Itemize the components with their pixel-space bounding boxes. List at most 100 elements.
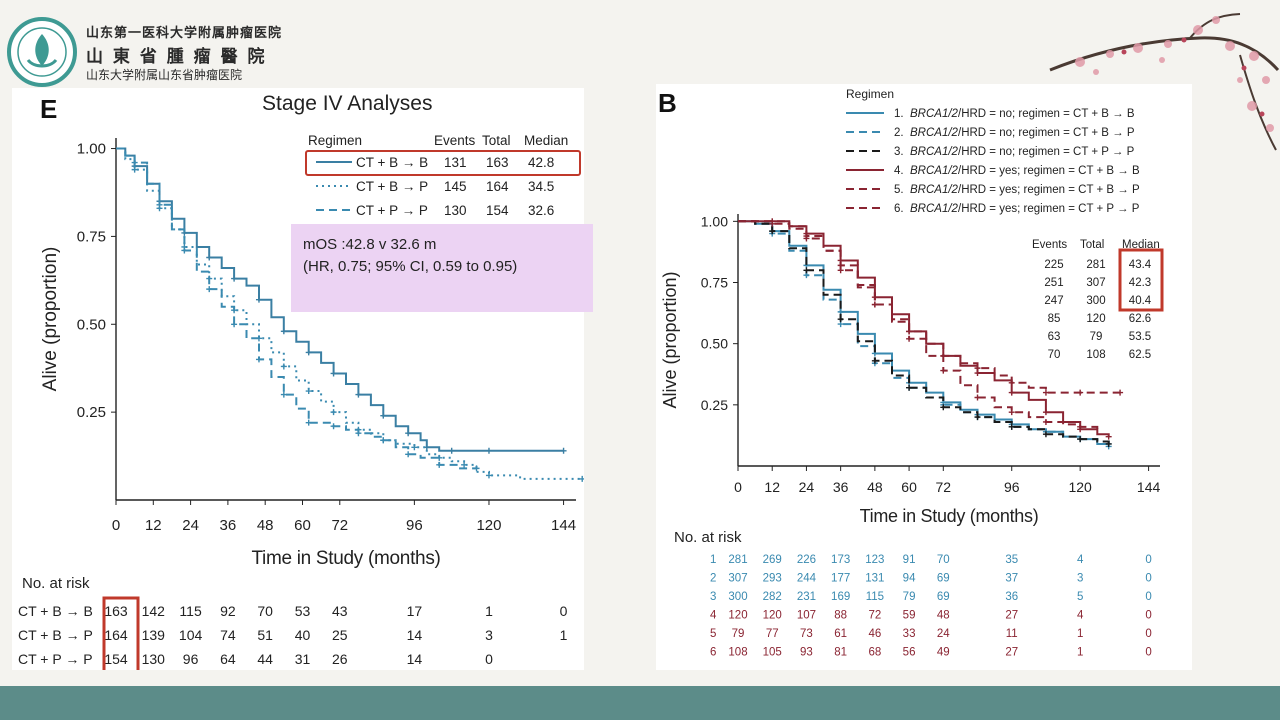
b-censor-mark xyxy=(1077,423,1084,430)
legend-b-number-2: 2. xyxy=(894,127,904,139)
at-risk-e-value: 17 xyxy=(407,603,423,619)
e-censor-mark xyxy=(206,254,213,261)
at-risk-b-value: 61 xyxy=(834,628,847,640)
legend-b-gene-3: BRCA1/2 xyxy=(910,146,959,158)
at-risk-e-value: 92 xyxy=(220,603,236,619)
at-risk-e-value: 104 xyxy=(179,627,203,643)
at-risk-e-value: 164 xyxy=(104,627,128,643)
b-censor-mark xyxy=(974,414,981,421)
at-risk-b-value: 27 xyxy=(1005,647,1018,659)
e-censor-mark xyxy=(485,472,492,479)
legend-b-title: Regimen xyxy=(846,87,894,101)
e-censor-mark xyxy=(405,451,412,458)
at-risk-e-value: 51 xyxy=(257,627,273,643)
at-risk-e-title: No. at risk xyxy=(22,575,90,592)
e-x-tick-label: 24 xyxy=(182,517,199,534)
at-risk-b-value: 3 xyxy=(1077,573,1083,585)
legend-b-text-6: /HRD = yes; regimen = CT + P → P xyxy=(958,203,1140,215)
e-censor-mark xyxy=(131,166,138,173)
stats-b-total: 120 xyxy=(1086,313,1105,325)
legend-b-text-4: /HRD = yes; regimen = CT + B → B xyxy=(958,165,1140,177)
stats-b-header-events: Events xyxy=(1032,239,1067,251)
b-series-4-line xyxy=(738,220,1110,437)
at-risk-b-title: No. at risk xyxy=(674,529,742,546)
b-censor-mark xyxy=(1042,431,1049,438)
b-censor-mark xyxy=(769,218,776,225)
e-censor-mark xyxy=(330,409,337,416)
e-series-3-line xyxy=(116,147,477,470)
legend-e-events-2: 145 xyxy=(444,179,467,194)
stats-b-header-total: Total xyxy=(1080,239,1104,251)
legend-e-median-2: 34.5 xyxy=(528,179,554,194)
cherry-blossom-decoration xyxy=(1049,13,1280,151)
at-risk-b-value: 282 xyxy=(763,591,782,603)
stats-b-total: 108 xyxy=(1086,349,1105,361)
at-risk-e-value: 44 xyxy=(257,651,273,667)
b-censor-mark xyxy=(1008,409,1015,416)
at-risk-e-row-label-1: CT + B → B xyxy=(18,603,93,619)
at-risk-b-value: 300 xyxy=(728,591,747,603)
e-censor-mark xyxy=(231,321,238,328)
at-risk-e-value: 139 xyxy=(142,627,166,643)
b-censor-mark xyxy=(1042,389,1049,396)
legend-b-gene-6: BRCA1/2 xyxy=(910,203,959,215)
at-risk-b-value: 115 xyxy=(866,591,884,603)
at-risk-e-value: 25 xyxy=(332,627,348,643)
panel-e-title: Stage IV Analyses xyxy=(262,92,432,115)
at-risk-b-value: 4 xyxy=(1077,554,1084,566)
legend-b-text-3: /HRD = no; regimen = CT + P → P xyxy=(958,146,1135,158)
e-censor-mark xyxy=(280,391,287,398)
e-y-tick-label: 0.50 xyxy=(77,316,106,333)
at-risk-b-value: 37 xyxy=(1005,573,1018,585)
stats-b-total: 79 xyxy=(1090,331,1103,343)
b-censor-mark xyxy=(1008,379,1015,386)
b-y-axis-label: Alive (proportion) xyxy=(660,271,680,408)
e-censor-mark xyxy=(579,475,584,482)
legend-e-header-total: Total xyxy=(482,133,511,148)
e-censor-mark xyxy=(156,201,163,208)
b-x-tick-label: 60 xyxy=(901,479,917,495)
b-censor-mark xyxy=(940,404,947,411)
b-censor-mark xyxy=(974,394,981,401)
b-x-tick-label: 120 xyxy=(1068,479,1092,495)
at-risk-b-value: 0 xyxy=(1145,628,1151,640)
at-risk-e-value: 115 xyxy=(179,603,202,619)
legend-e-total-2: 164 xyxy=(486,179,509,194)
at-risk-b-value: 46 xyxy=(868,628,881,640)
e-censor-mark xyxy=(206,286,213,293)
at-risk-e-value: 26 xyxy=(332,651,348,667)
mos-hazard-ratio: (HR, 0.75; 95% CI, 0.59 to 0.95) xyxy=(303,258,518,275)
at-risk-e-value: 40 xyxy=(295,627,311,643)
b-censor-mark xyxy=(803,233,810,240)
legend-e-header-median: Median xyxy=(524,133,568,148)
at-risk-e-value: 142 xyxy=(142,603,166,619)
at-risk-b-value: 4 xyxy=(1077,610,1084,622)
b-censor-mark xyxy=(871,301,878,308)
stats-b-highlight-box xyxy=(1118,248,1164,312)
at-risk-b-value: 59 xyxy=(903,610,916,622)
b-censor-mark xyxy=(837,267,844,274)
legend-e-label-1: CT + B → B xyxy=(356,155,428,170)
at-risk-b-row-label-2: 2 xyxy=(710,573,716,585)
stats-b-events: 85 xyxy=(1048,313,1061,325)
legend-b-number-4: 4. xyxy=(894,165,904,177)
legend-e-header-regimen: Regimen xyxy=(308,133,362,148)
at-risk-e-value: 130 xyxy=(142,651,166,667)
at-risk-e-value: 14 xyxy=(407,651,423,667)
legend-e-total-1: 163 xyxy=(486,155,509,170)
stats-b-events: 251 xyxy=(1044,277,1063,289)
at-risk-b-value: 56 xyxy=(903,647,916,659)
at-risk-e-value: 70 xyxy=(257,603,273,619)
e-x-tick-label: 96 xyxy=(406,517,423,534)
stats-b-events: 63 xyxy=(1048,331,1061,343)
panel-b xyxy=(656,84,1192,670)
at-risk-e-value: 1 xyxy=(485,603,493,619)
at-risk-b-value: 231 xyxy=(797,591,816,603)
panel-e xyxy=(12,88,584,670)
stats-b-median: 43.4 xyxy=(1129,259,1152,271)
e-censor-mark xyxy=(355,430,362,437)
at-risk-b-value: 70 xyxy=(937,554,950,566)
at-risk-b-value: 0 xyxy=(1145,591,1151,603)
hospital-logo xyxy=(7,17,77,87)
